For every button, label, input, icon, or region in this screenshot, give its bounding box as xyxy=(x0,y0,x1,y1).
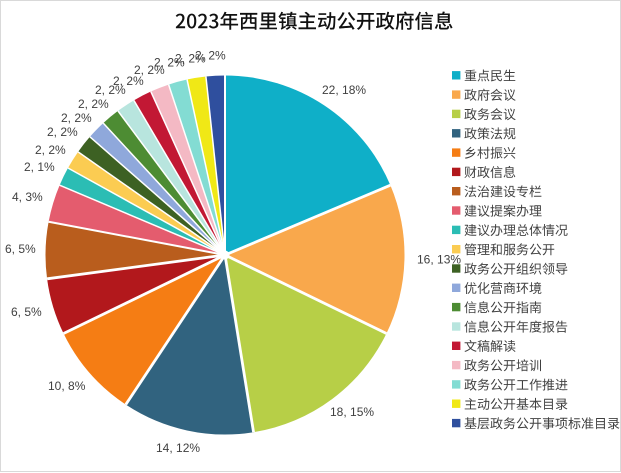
svg-text:2, 2%: 2, 2% xyxy=(154,56,185,70)
svg-text:2, 2%: 2, 2% xyxy=(35,143,66,157)
svg-text:2, 1%: 2, 1% xyxy=(24,160,55,174)
svg-text:6, 5%: 6, 5% xyxy=(5,242,36,256)
svg-text:2, 2%: 2, 2% xyxy=(195,49,226,63)
svg-text:2, 2%: 2, 2% xyxy=(47,125,78,139)
svg-text:16, 13%: 16, 13% xyxy=(417,253,461,267)
svg-text:2, 2%: 2, 2% xyxy=(134,63,165,77)
svg-text:4, 3%: 4, 3% xyxy=(12,190,43,204)
svg-text:6, 5%: 6, 5% xyxy=(11,305,42,319)
svg-text:2, 2%: 2, 2% xyxy=(95,83,126,97)
svg-text:2, 2%: 2, 2% xyxy=(113,74,144,88)
svg-text:2, 2%: 2, 2% xyxy=(78,97,109,111)
svg-text:18, 15%: 18, 15% xyxy=(330,405,374,419)
svg-text:2, 2%: 2, 2% xyxy=(175,52,206,66)
svg-text:2, 2%: 2, 2% xyxy=(61,111,92,125)
svg-text:14, 12%: 14, 12% xyxy=(156,441,200,455)
svg-text:22, 18%: 22, 18% xyxy=(322,83,366,97)
svg-text:10, 8%: 10, 8% xyxy=(48,379,86,393)
